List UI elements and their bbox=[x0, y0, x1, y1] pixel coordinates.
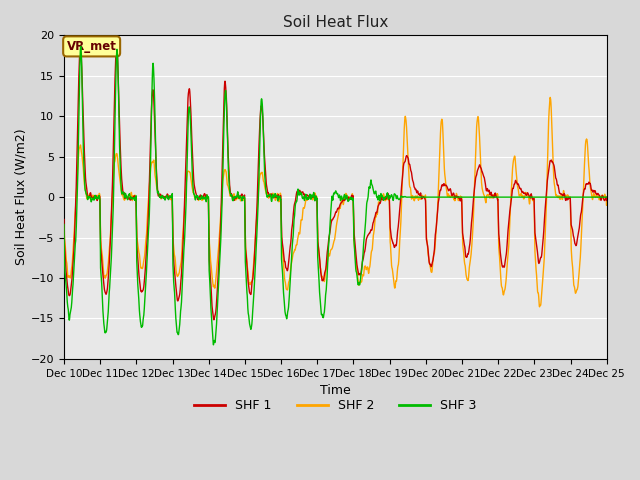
Title: Soil Heat Flux: Soil Heat Flux bbox=[283, 15, 388, 30]
Text: VR_met: VR_met bbox=[67, 40, 116, 53]
Legend: SHF 1, SHF 2, SHF 3: SHF 1, SHF 2, SHF 3 bbox=[189, 395, 482, 418]
Y-axis label: Soil Heat Flux (W/m2): Soil Heat Flux (W/m2) bbox=[15, 129, 28, 265]
X-axis label: Time: Time bbox=[320, 384, 351, 397]
